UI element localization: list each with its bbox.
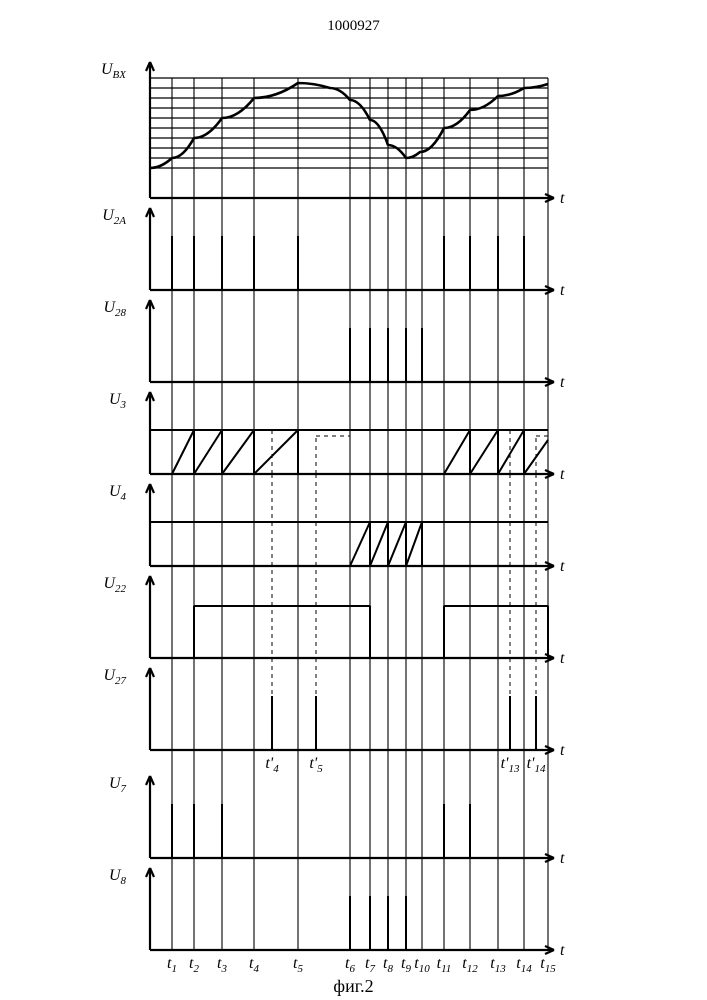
t-tick-label: t15 [540, 955, 556, 975]
t-axis-label: t [560, 942, 565, 959]
timing-diagram: 1000927UBXtU2AtU28tU3tU4tU22tU27tU7tU8tt… [0, 0, 707, 1000]
axis-label: U22 [103, 575, 126, 595]
page-number: 1000927 [327, 18, 380, 34]
t-tick-label: t6 [345, 955, 355, 975]
t-axis-label: t [560, 650, 565, 667]
axis-label: U4 [109, 483, 127, 503]
ubx-curve [150, 83, 548, 168]
axis-label: U7 [109, 775, 127, 795]
u4-sawtooth [350, 522, 422, 566]
t-tick-label: t3 [217, 955, 227, 975]
t-tick-label: t5 [293, 955, 303, 975]
u22-step [150, 606, 548, 658]
u3-sawtooth [150, 430, 548, 474]
t-tick-label: t10 [414, 955, 430, 975]
t-tick-label: t13 [490, 955, 506, 975]
t-tick-label: t4 [249, 955, 259, 975]
t-tick-label: t12 [462, 955, 478, 975]
t-axis-label: t [560, 466, 565, 483]
t-axis-label: t [560, 190, 565, 207]
axis-label: U27 [103, 667, 126, 687]
axis-label: U2A [102, 207, 126, 227]
t-tick-label: t7 [365, 955, 375, 975]
t-tick-label: t1 [167, 955, 177, 975]
t-prime-label: t'13 [501, 755, 520, 775]
axis-label: U3 [109, 391, 127, 411]
t-tick-label: t9 [401, 955, 411, 975]
t-axis-label: t [560, 558, 565, 575]
axis-label: UBX [101, 61, 127, 81]
t-tick-label: t8 [383, 955, 393, 975]
axis-label: U28 [103, 299, 126, 319]
t-axis-label: t [560, 282, 565, 299]
t-tick-label: t11 [437, 955, 452, 975]
t-axis-label: t [560, 374, 565, 391]
t-axis-label: t [560, 850, 565, 867]
t-tick-label: t2 [189, 955, 199, 975]
t-prime-label: t'4 [265, 755, 279, 775]
t-prime-label: t'5 [309, 755, 323, 775]
t-tick-label: t14 [516, 955, 532, 975]
t-axis-label: t [560, 742, 565, 759]
axis-label: U8 [109, 867, 127, 887]
figure-caption: фиг.2 [333, 976, 373, 996]
t-prime-label: t'14 [527, 755, 546, 775]
